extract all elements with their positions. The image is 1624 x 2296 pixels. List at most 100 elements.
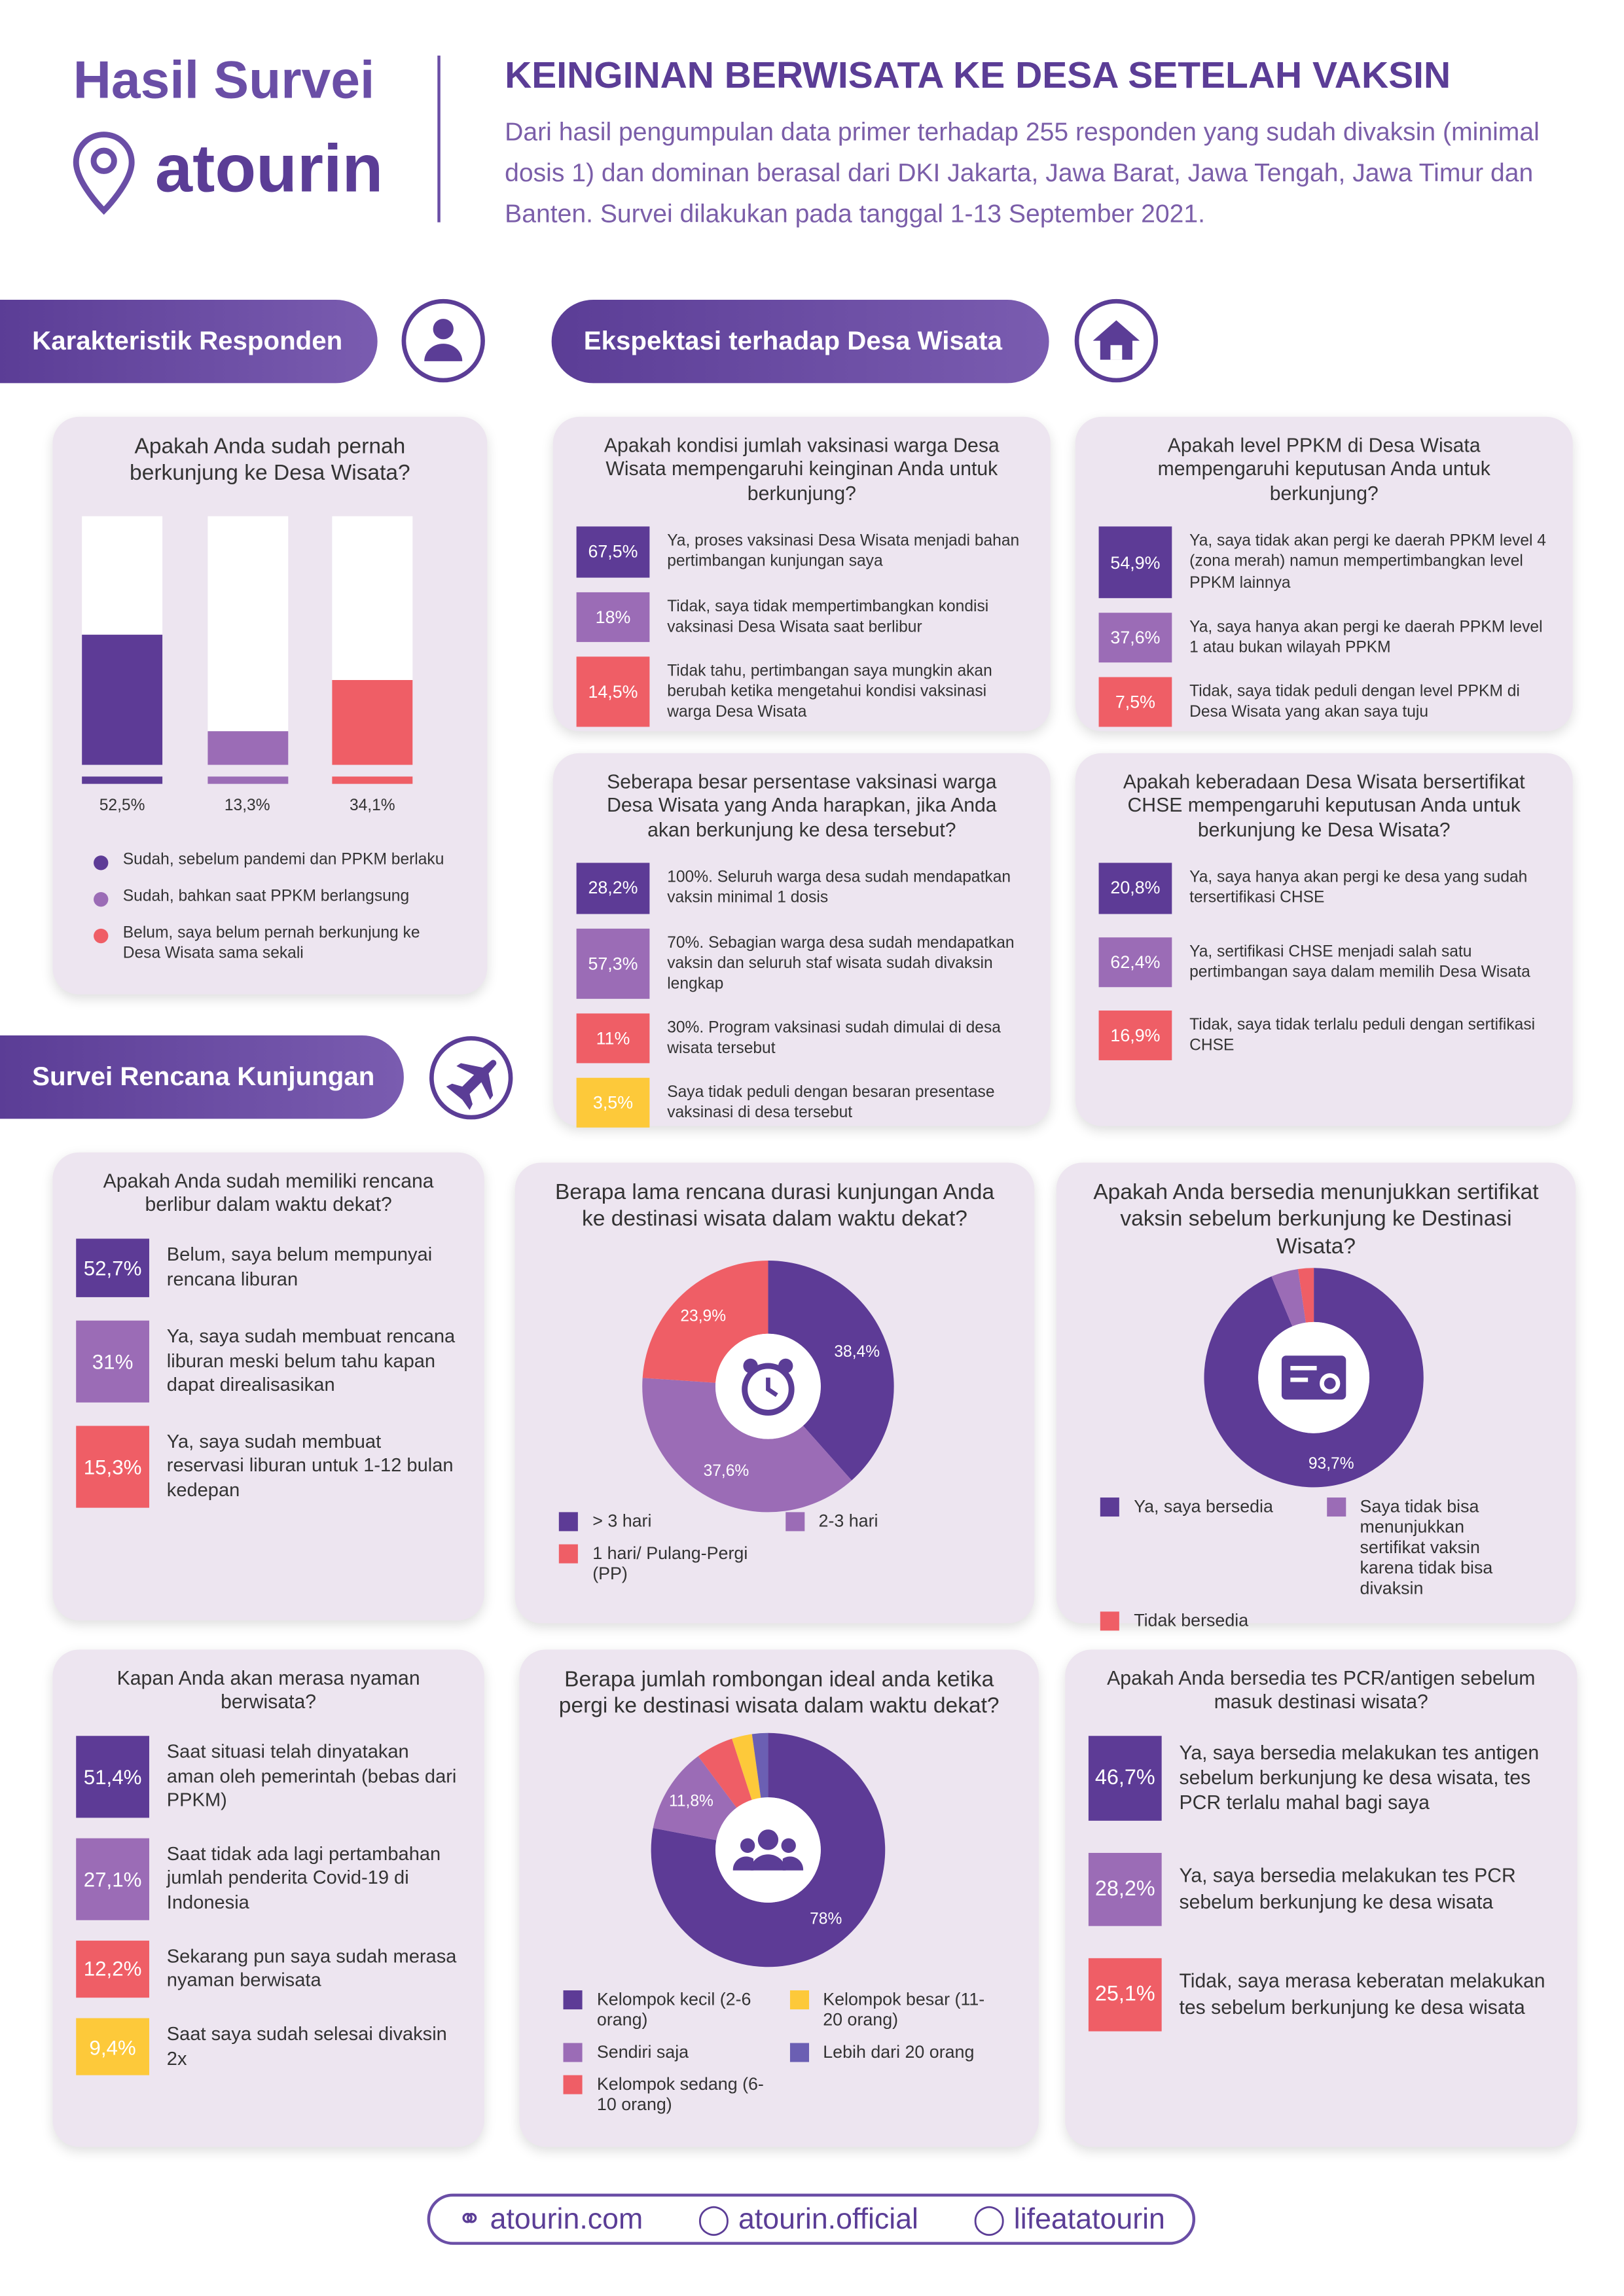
value-label: 25,1% [1094, 1982, 1155, 2007]
icon-shape [781, 1838, 796, 1853]
legend-dot [94, 928, 109, 944]
donut-slice [1204, 1268, 1424, 1488]
legend-swatch [563, 2075, 583, 2094]
column-stripe [82, 776, 163, 784]
value-box: 15,3% [76, 1426, 149, 1507]
option: 27,1% Saat tidak ada lagi pertambahan jum… [76, 1838, 461, 1920]
value-label: 12,2% [83, 1957, 142, 1981]
value-label: 18% [595, 606, 631, 627]
slice-label: 11,8% [669, 1793, 713, 1810]
footer-link: ⚭ atourin.com [457, 2204, 643, 2236]
value-label: 27,1% [83, 1867, 142, 1891]
option: 14,5% Tidak tahu, pertimbangan saya mungk… [576, 656, 1027, 727]
legend-label: > 3 hari [592, 1511, 652, 1532]
footer-link: ◯ lifeatatourin [973, 2204, 1165, 2236]
option-text: 70%. Sebagian warga desa sudah mendapatk… [667, 933, 1015, 993]
legend-label: Kelompok kecil (2-6 orang) [596, 1988, 751, 2030]
donut-slice [768, 1261, 894, 1480]
legend-label: Sudah, bahkan saat PPKM berlangsung [122, 888, 410, 906]
legend-label: 2-3 hari [818, 1511, 878, 1532]
icon-shape [732, 1856, 804, 1871]
legend-item: Kelompok sedang (6-10 orang) [563, 2073, 769, 2115]
option: 18% Tidak, saya tidak mempertimbangkan ko… [576, 591, 1027, 642]
value-label: 14,5% [588, 681, 638, 702]
legend-swatch [1100, 1611, 1119, 1631]
slice-label: 93,7% [1308, 1455, 1354, 1473]
value-label: 3,5% [592, 1092, 634, 1113]
panel: Apakah Anda sudah pernah berkunjung ke D… [52, 416, 488, 995]
value-label: 9,4% [89, 2035, 136, 2059]
value-box: 54,9% [1098, 527, 1172, 598]
person-icon [401, 298, 485, 383]
value-box: 46,7% [1088, 1736, 1162, 1821]
section-pill: Ekspektasi terhadap Desa Wisata [551, 300, 1049, 384]
footer-link: ◯ atourin.official [697, 2204, 919, 2236]
question: Berapa jumlah rombongan ideal anda ketik… [558, 1667, 1000, 1719]
option: 52,7% Belum, saya belum mempunyai rencana… [76, 1238, 461, 1297]
option-text: Saat saya sudah selesai divaksin 2x [166, 2022, 447, 2069]
legend-label: Ya, saya bersedia [1134, 1496, 1273, 1517]
question: Seberapa besar persentase vaksinasi warg… [607, 770, 997, 841]
value-box: 62,4% [1098, 937, 1172, 987]
option-text: Ya, saya hanya akan pergi ke desa yang s… [1189, 869, 1528, 908]
option: 51,4% Saat situasi telah dinyatakan aman … [76, 1736, 461, 1818]
option-text: Saat tidak ada lagi pertambahan jumlah p… [166, 1842, 441, 1913]
icon-shape [750, 1854, 786, 1871]
legend-label: Kelompok besar (11-20 orang) [823, 1988, 985, 2030]
question: Apakah Anda bersedia tes PCR/antigen seb… [1107, 1667, 1536, 1713]
question: Berapa lama rencana durasi kunjungan And… [554, 1180, 994, 1232]
option-text: Belum, saya belum mempunyai rencana libu… [166, 1243, 433, 1290]
option: 28,2% Ya, saya bersedia melakukan tes PCR… [1088, 1852, 1554, 1926]
icon-shape [1290, 1377, 1308, 1382]
donut-icon [1281, 1355, 1346, 1400]
column-stripe [332, 776, 413, 784]
option-text: Sekarang pun saya sudah merasa nyaman be… [166, 1945, 457, 1991]
legend-item: Tidak bersedia [1100, 1610, 1306, 1631]
legend-item: Ya, saya bersedia [1100, 1496, 1306, 1598]
icon-shape [757, 1829, 779, 1850]
value-label: 28,2% [1094, 1877, 1155, 1901]
option: 28,2% 100%. Seluruh warga desa sudah mend… [576, 863, 1027, 914]
plane-icon [429, 1036, 513, 1120]
legend-dot [94, 855, 109, 870]
legend-item: Kelompok kecil (2-6 orang) [563, 1988, 769, 2030]
legend: Kelompok kecil (2-6 orang) Sendiri saja Ke… [563, 1988, 995, 2115]
option: 9,4% Saat saya sudah selesai divaksin 2x [76, 2018, 461, 2076]
donut: 78% 11,8% [651, 1732, 886, 1967]
donut: 38,4% 37,6% 23,9% [642, 1261, 894, 1513]
value-label: 52,5% [99, 797, 145, 815]
donut-slice [751, 1732, 768, 1798]
value-label: 34,1% [349, 797, 395, 815]
brand-title: Hasil Survei [73, 49, 375, 110]
legend-swatch [1326, 1498, 1346, 1517]
legend: > 3 hari 2-3 hari 1 hari/ Pulang-Pergi (PP… [558, 1511, 990, 1584]
value-label: 16,9% [1110, 1024, 1161, 1046]
section-pill: Survei Rencana Kunjungan [0, 1035, 404, 1119]
legend-item: Kelompok besar (11-20 orang) [789, 1989, 995, 2030]
slice-label: 37,6% [704, 1462, 749, 1480]
value-label: 52,7% [83, 1256, 142, 1280]
value-label: 67,5% [588, 541, 638, 563]
legend-item: Saya tidak bisa menunjukkan sertifikat v… [1326, 1496, 1532, 1598]
value-box: 7,5% [1098, 677, 1172, 727]
panel: Apakah level PPKM di Desa Wisata mempeng… [1075, 416, 1573, 732]
column-stripe [207, 776, 288, 784]
panel: Berapa jumlah rombongan ideal anda ketik… [519, 1649, 1039, 2147]
option-text: 100%. Seluruh warga desa sudah mendapatk… [667, 869, 1011, 908]
icon-shape [778, 1358, 793, 1374]
icon-shape [742, 1363, 795, 1416]
value-box: 12,2% [76, 1940, 149, 1998]
question: Apakah keberadaan Desa Wisata bersertifi… [1123, 770, 1525, 841]
option-text: Tidak, saya tidak terlalu peduli dengan … [1189, 1016, 1536, 1054]
option: 20,8% Ya, saya hanya akan pergi ke desa y… [1098, 863, 1549, 914]
option-text: Ya, saya sudah membuat rencana liburan m… [166, 1325, 456, 1396]
icon-shape [766, 1377, 778, 1397]
question: Kapan Anda akan merasa nyaman berwisata? [117, 1667, 420, 1713]
title: KEINGINAN BERWISATA KE DESA SETELAH VAKS… [505, 55, 1451, 97]
legend-swatch [558, 1544, 578, 1564]
value-box: 31% [76, 1320, 149, 1403]
option-text: Ya, saya sudah membuat reservasi liburan… [166, 1429, 454, 1501]
legend: Ya, saya bersedia Saya tidak bisa menunju… [1100, 1496, 1532, 1631]
option-text: Ya, saya bersedia melakukan tes PCR sebe… [1179, 1865, 1516, 1913]
